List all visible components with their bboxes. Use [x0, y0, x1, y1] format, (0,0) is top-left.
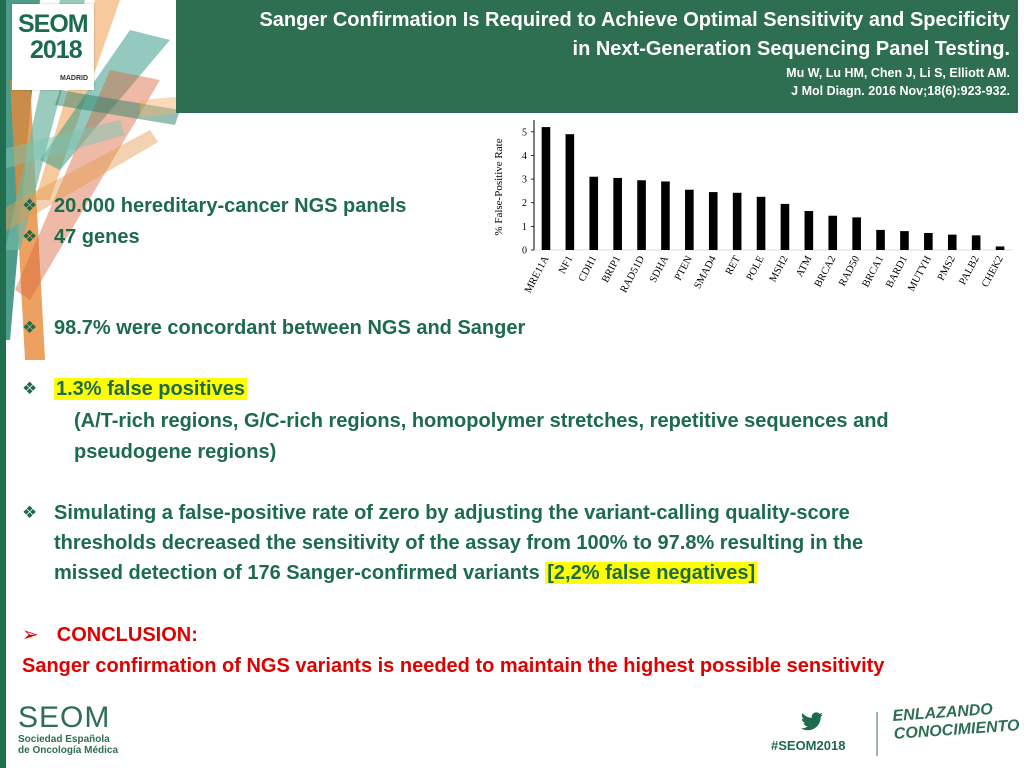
decorative-stripes: [0, 0, 200, 360]
x-label-cdh1: CDH1: [577, 254, 600, 283]
left-accent-bar: [0, 0, 6, 768]
x-label-palb2: PALB2: [957, 254, 981, 287]
x-label-mre11a: MRE11A: [523, 254, 552, 295]
false-negative-highlight: [2,2% false negatives]: [545, 562, 758, 584]
bullet-panels: ❖ 20.000 hereditary-cancer NGS panels: [22, 191, 406, 221]
footer-divider: [876, 712, 878, 756]
bar-atm: [804, 211, 814, 250]
arrow-bullet-icon: ➢: [22, 624, 39, 646]
seom-footer-logo: SEOM Sociedad Española de Oncología Médi…: [18, 701, 119, 757]
x-label-brip1: BRIP1: [600, 254, 623, 284]
bar-rad50: [852, 217, 861, 250]
chart-tick-label: 2: [522, 198, 527, 209]
x-label-brca2: BRCA2: [813, 254, 839, 289]
bullet-diamond-icon: ❖: [22, 196, 38, 215]
chart-tick-label: 3: [522, 175, 527, 186]
x-label-pms2: PMS2: [936, 254, 958, 282]
footer-society-line2: de Oncología Médica: [18, 745, 119, 756]
bar-pms2: [947, 234, 957, 250]
bar-brca2: [828, 215, 838, 250]
bullet-diamond-icon: ❖: [22, 227, 38, 246]
logo-year: 2018: [30, 36, 83, 64]
bar-mre11a: [541, 127, 551, 250]
x-label-bard1: BARD1: [884, 254, 910, 290]
bar-cdh1: [589, 176, 599, 250]
event-hashtag: #SEOM2018: [771, 738, 846, 753]
enlazado-conocimiento-tagline: ENLAZANDO CONOCIMIENTO: [892, 700, 1021, 743]
bar-rad51d: [637, 180, 646, 250]
bullet-diamond-icon: ❖: [22, 503, 38, 522]
x-label-ret: RET: [724, 254, 743, 277]
x-label-msh2: MSH2: [768, 254, 791, 284]
simulation-line3: missed detection of 176 Sanger-confirmed…: [54, 562, 546, 584]
bar-bard1: [900, 231, 909, 250]
header-banner: Sanger Confirmation Is Required to Achie…: [176, 0, 1018, 113]
chart-y-axis-label: % False-Positive Rate: [493, 138, 505, 235]
paper-journal: J Mol Diagn. 2016 Nov;18(6):923-932.: [791, 84, 1010, 98]
twitter-bird-icon: [801, 712, 823, 731]
false-positive-regions: (A/T-rich regions, G/C-rich regions, hom…: [74, 406, 1014, 468]
bar-palb2: [971, 235, 981, 250]
bar-sdha: [661, 181, 670, 250]
simulation-line1: Simulating a false-positive rate of zero…: [54, 502, 850, 524]
bar-mutyh: [924, 232, 933, 250]
bar-brip1: [613, 177, 622, 250]
x-label-pole: POLE: [745, 254, 767, 282]
chart-tick-label: 4: [522, 151, 527, 162]
bullet-genes: ❖ 47 genes: [22, 222, 140, 252]
bar-msh2: [780, 203, 790, 250]
regions-line1: (A/T-rich regions, G/C-rich regions, hom…: [74, 410, 889, 432]
x-label-brca1: BRCA1: [861, 254, 887, 289]
false-positive-highlight: 1.3% false positives: [54, 378, 247, 400]
bar-nf1: [565, 134, 575, 250]
chart-tick-label: 5: [522, 127, 527, 138]
bar-pole: [756, 196, 766, 250]
x-label-atm: ATM: [794, 254, 814, 279]
x-label-mutyh: MUTYH: [906, 254, 934, 294]
conclusion-text: Sanger confirmation of NGS variants is n…: [22, 655, 885, 677]
x-label-nf1: NF1: [557, 254, 575, 276]
chart-bars: [541, 127, 1005, 250]
x-label-chek2: CHEK2: [980, 254, 1006, 289]
conclusion-heading: ➢ CONCLUSION:: [22, 624, 198, 646]
bullet-simulation: ❖ Simulating a false-positive rate of ze…: [22, 498, 1012, 588]
bullet-diamond-icon: ❖: [22, 379, 38, 398]
logo-city: MADRID: [60, 75, 88, 82]
bullet-concordance: ❖ 98.7% were concordant between NGS and …: [22, 313, 525, 343]
logo-brand: SEOM: [18, 10, 89, 38]
x-label-smad4: SMAD4: [692, 254, 719, 291]
bar-chek2: [995, 246, 1005, 250]
bullet-diamond-icon: ❖: [22, 318, 38, 337]
footer-brand: SEOM: [18, 701, 111, 734]
paper-title-line1: Sanger Confirmation Is Required to Achie…: [259, 9, 1010, 31]
chart-tick-label: 0: [522, 246, 527, 257]
x-label-pten: PTEN: [673, 254, 695, 283]
regions-line2: pseudogene regions): [74, 441, 277, 463]
paper-title-line2: in Next-Generation Sequencing Panel Test…: [572, 38, 1010, 60]
false-positive-bar-chart: % False-Positive Rate 0 1 2 3 4 5 MRE11A NF1 CD…: [493, 120, 1012, 296]
simulation-line2: thresholds decreased the sensitivity of …: [54, 532, 864, 554]
bar-smad4: [708, 192, 718, 250]
x-label-rad50: RAD50: [837, 254, 862, 288]
seom2018-logo: SEOM 2018 MADRID: [12, 4, 94, 90]
bar-ret: [732, 192, 742, 250]
bar-pten: [685, 189, 694, 250]
x-label-sdha: SDHA: [648, 254, 671, 285]
paper-authors: Mu W, Lu HM, Chen J, Li S, Elliott AM.: [786, 66, 1010, 80]
chart-tick-label: 1: [522, 222, 527, 233]
bullet-false-positives: ❖ 1.3% false positives: [22, 374, 247, 404]
bar-brca1: [876, 229, 885, 250]
footer-society-line1: Sociedad Española: [18, 734, 110, 745]
